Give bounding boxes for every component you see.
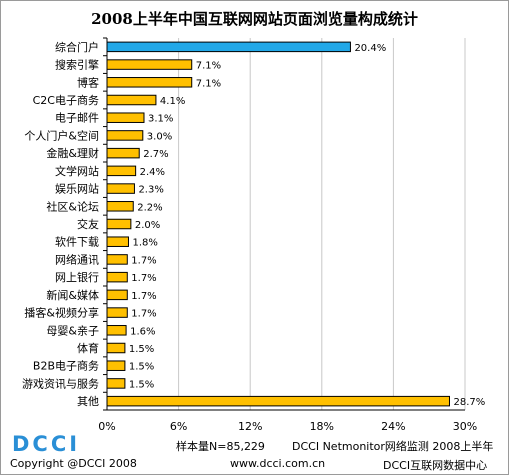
bar [106, 360, 126, 371]
category-label: 社区&论坛 [46, 199, 99, 213]
data-label: 2.4% [140, 167, 165, 178]
bar [106, 271, 128, 283]
data-label: 20.4% [354, 43, 386, 54]
data-label: 3.0% [147, 131, 172, 142]
category-label: 文学网站 [55, 164, 99, 178]
data-label: 3.1% [148, 114, 173, 125]
bar [106, 289, 128, 301]
category-label: 游戏资讯与服务 [22, 377, 99, 390]
category-label: 播客&视频分享 [24, 306, 99, 320]
bar [106, 112, 145, 123]
category-label: 网络通讯 [55, 252, 99, 266]
data-label: 1.6% [130, 326, 155, 337]
data-label: 2.2% [137, 202, 162, 213]
data-label: 1.7% [131, 255, 156, 266]
data-label: 28.7% [453, 397, 485, 408]
bar [106, 378, 126, 389]
bar [106, 94, 157, 106]
data-label: 1.5% [129, 379, 154, 390]
data-label: 2.3% [138, 185, 163, 196]
category-label: 电子邮件 [55, 112, 99, 125]
data-label: 1.7% [131, 291, 156, 302]
category-label: 金融&理财 [46, 146, 99, 160]
category-label: 交友 [77, 217, 99, 231]
data-label: 7.1% [196, 78, 221, 89]
bar [106, 395, 450, 407]
bar [106, 236, 129, 247]
x-tick-label: 24% [381, 420, 405, 433]
data-label: 2.0% [135, 220, 160, 231]
category-label: 其他 [77, 395, 99, 408]
x-tick-label: 0% [98, 420, 115, 433]
x-tick-label: 12% [238, 420, 262, 433]
category-label: 体育 [77, 341, 99, 355]
x-tick-label: 30% [453, 420, 477, 433]
category-label: 母婴&亲子 [46, 323, 99, 337]
bar [106, 77, 193, 88]
data-label: 1.7% [131, 273, 156, 284]
data-label: 1.5% [129, 344, 154, 355]
category-label: 个人门户&空间 [24, 128, 99, 142]
category-label: 新闻&媒体 [46, 288, 99, 302]
category-label: 搜索引擎 [55, 58, 99, 72]
bar [106, 325, 127, 336]
bar [106, 59, 193, 70]
chart-title: 2008上半年中国互联网网站页面浏览量构成统计 [91, 10, 418, 28]
bar [106, 254, 128, 265]
bar [106, 218, 132, 230]
bar [106, 41, 351, 53]
category-label: 网上银行 [55, 270, 99, 284]
bar [106, 147, 140, 159]
data-label: 1.5% [129, 362, 154, 373]
bar [106, 130, 144, 141]
category-label: 综合门户 [55, 40, 99, 54]
category-label: C2C电子商务 [33, 93, 99, 107]
bar [106, 307, 128, 318]
category-label: 娱乐网站 [55, 182, 99, 196]
data-label: 7.1% [196, 61, 221, 72]
data-label: 4.1% [160, 96, 185, 107]
data-label: 2.7% [143, 149, 168, 160]
category-label: 博客 [77, 75, 99, 89]
x-tick-label: 18% [310, 420, 334, 433]
x-tick-label: 6% [170, 420, 187, 433]
bar [106, 165, 137, 177]
bar [106, 201, 134, 212]
bar [106, 342, 126, 354]
data-label: 1.7% [131, 309, 156, 320]
data-label: 1.8% [132, 238, 157, 249]
category-label: 软件下载 [55, 235, 99, 249]
bar [106, 183, 135, 194]
category-label: B2B电子商务 [33, 359, 99, 373]
